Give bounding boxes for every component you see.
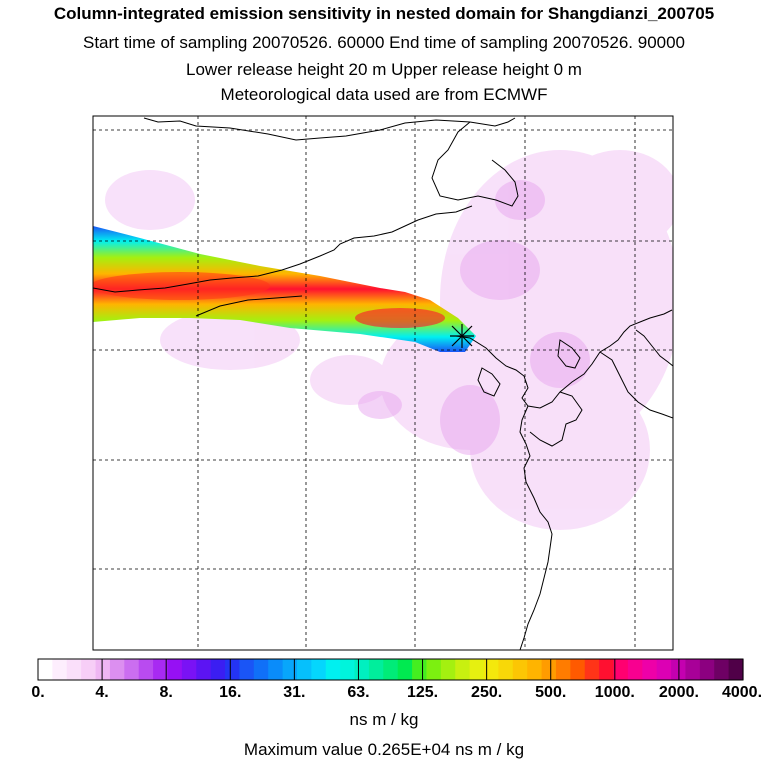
color-scale-cell xyxy=(599,659,615,680)
color-scale-tick-label: 0. xyxy=(31,684,45,701)
color-scale-cell xyxy=(109,659,125,680)
color-scale-tick-label: 31. xyxy=(283,684,306,701)
color-scale-cell xyxy=(181,659,197,680)
color-scale-cell xyxy=(397,659,413,680)
sensitivity-field xyxy=(93,150,673,530)
maximum-value-label: Maximum value 0.265E+04 ns m / kg xyxy=(243,740,525,759)
color-scale-cell xyxy=(225,659,241,680)
coastline-borders xyxy=(93,117,673,650)
color-scale-cell xyxy=(138,659,154,680)
color-scale-cell xyxy=(699,659,715,680)
color-scale-cell xyxy=(354,659,370,680)
color-scale-cell xyxy=(95,659,111,680)
color-scale-tick-label: 2000. xyxy=(658,684,699,701)
color-scale-tick-label: 4. xyxy=(95,684,109,701)
release-height-info: Lower release height 20 m Upper release … xyxy=(186,60,582,79)
color-scale-cell xyxy=(555,659,571,680)
color-scale-cells xyxy=(38,659,744,680)
color-scale-tick-label: 1000. xyxy=(594,684,635,701)
color-scale-tick-label: 500. xyxy=(535,684,567,701)
color-scale-cell xyxy=(527,659,543,680)
color-scale-cell xyxy=(153,659,169,680)
color-scale-cell xyxy=(426,659,442,680)
lat-lon-gridlines xyxy=(93,116,673,650)
color-scale-cell xyxy=(124,659,140,680)
color-scale-cell xyxy=(383,659,399,680)
color-scale-cell xyxy=(541,659,557,680)
color-scale-tick-label: 8. xyxy=(159,684,173,701)
map-frame-border xyxy=(92,115,674,651)
color-scale-cell xyxy=(512,659,528,680)
meteorological-data-info: Meteorological data used are from ECMWF xyxy=(220,85,548,104)
color-scale-cell xyxy=(311,659,327,680)
color-scale-cell xyxy=(484,659,500,680)
color-scale-cell xyxy=(325,659,341,680)
color-scale-cell xyxy=(38,659,53,680)
color-scale-cell xyxy=(627,659,643,680)
color-scale-cell xyxy=(685,659,701,680)
color-scale-cell xyxy=(656,659,672,680)
color-scale-cell xyxy=(584,659,600,680)
color-scale-cell xyxy=(167,659,183,680)
color-scale-dividers xyxy=(101,659,680,680)
color-scale-tick-label: 4000. xyxy=(721,684,763,701)
color-scale-cell xyxy=(282,659,298,680)
color-scale-units: ns m / kg xyxy=(349,710,419,729)
color-scale-cell xyxy=(714,659,730,680)
color-scale-cell xyxy=(81,659,97,680)
color-scale-cell xyxy=(66,659,82,680)
color-scale-cell xyxy=(440,659,456,680)
color-scale-cell xyxy=(455,659,471,680)
color-scale-cell xyxy=(239,659,255,680)
color-scale-tick-label: 63. xyxy=(347,684,370,701)
color-scale-cell xyxy=(498,659,514,680)
low-sensitivity-haze xyxy=(105,150,673,530)
color-scale-cell xyxy=(253,659,269,680)
sampling-time-info: Start time of sampling 20070526. 60000 E… xyxy=(82,33,686,52)
color-scale-cell xyxy=(412,659,428,680)
color-scale-cell xyxy=(728,659,744,680)
color-scale-cell xyxy=(52,659,68,680)
color-scale-cell xyxy=(642,659,658,680)
mid-sensitivity-patches xyxy=(358,180,590,455)
color-scale-cell xyxy=(368,659,384,680)
color-scale-cell xyxy=(613,659,629,680)
color-scale-border xyxy=(37,658,744,681)
color-scale-cell xyxy=(210,659,226,680)
color-scale-tick-label: 16. xyxy=(219,684,242,701)
color-scale-cell xyxy=(196,659,212,680)
map-title: Column-integrated emission sensitivity i… xyxy=(53,4,715,23)
color-scale-cell xyxy=(296,659,312,680)
color-scale-cell xyxy=(570,659,586,680)
receptor-star-marker xyxy=(450,324,474,348)
plume-core-east xyxy=(355,308,445,328)
color-scale-tick-label: 250. xyxy=(471,684,503,701)
color-scale-tick-label: 125. xyxy=(406,684,439,701)
color-scale-cell xyxy=(268,659,284,680)
color-scale-cell xyxy=(340,659,356,680)
color-scale-cell xyxy=(469,659,485,680)
